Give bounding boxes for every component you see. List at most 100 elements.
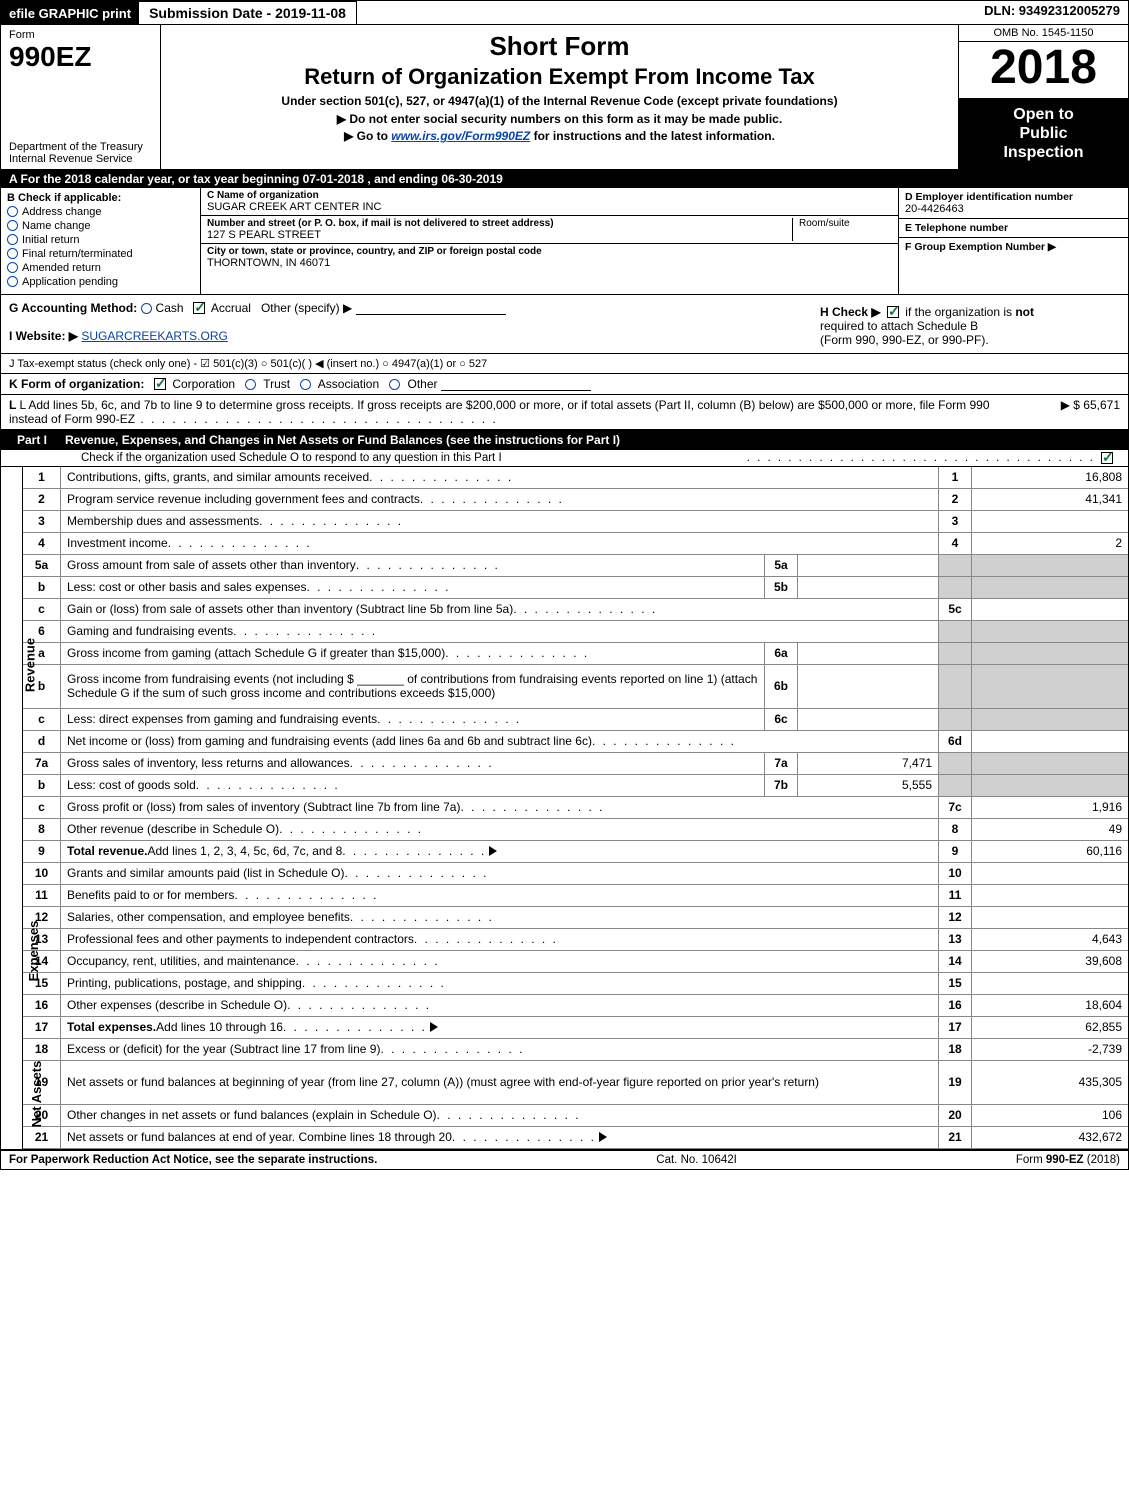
- cash-label: Cash: [156, 301, 184, 315]
- line-description: Salaries, other compensation, and employ…: [61, 907, 938, 928]
- goto-instructions: ▶ Go to www.irs.gov/Form990EZ for instru…: [171, 129, 948, 143]
- line-row-2: 2Program service revenue including gover…: [23, 489, 1128, 511]
- checkbox-schedule-o[interactable]: [1101, 452, 1113, 464]
- right-line-value: [972, 973, 1128, 994]
- right-line-number: 15: [938, 973, 972, 994]
- radio-trust[interactable]: [245, 379, 256, 390]
- right-line-value: [972, 577, 1128, 598]
- line-row-a: aGross income from gaming (attach Schedu…: [23, 643, 1128, 665]
- right-line-number: [938, 775, 972, 796]
- dots: [350, 910, 494, 924]
- line-number: 5a: [23, 555, 61, 576]
- line-description: Less: cost of goods sold: [61, 775, 764, 796]
- line-description: Gross amount from sale of assets other t…: [61, 555, 764, 576]
- dots: [460, 800, 604, 814]
- tax-year-begin: 07-01-2018: [303, 172, 364, 186]
- line-row-14: 14Occupancy, rent, utilities, and mainte…: [23, 951, 1128, 973]
- line-row-4: 4Investment income42: [23, 533, 1128, 555]
- right-line-value: [972, 753, 1128, 774]
- line-number: 8: [23, 819, 61, 840]
- line-row-13: 13Professional fees and other payments t…: [23, 929, 1128, 951]
- accounting-method-row: G Accounting Method: Cash Accrual Other …: [1, 295, 1128, 354]
- dots: [302, 976, 446, 990]
- line-description: Total expenses. Add lines 10 through 16: [61, 1017, 938, 1038]
- box-b-label: B Check if applicable:: [7, 192, 194, 204]
- other-org-line[interactable]: [441, 377, 591, 391]
- ein-box: D Employer identification number 20-4426…: [899, 188, 1128, 219]
- other-specify-line[interactable]: [356, 301, 506, 315]
- line-row-d: dNet income or (loss) from gaming and fu…: [23, 731, 1128, 753]
- irs-link[interactable]: www.irs.gov/Form990EZ: [391, 129, 530, 143]
- dots: [196, 778, 340, 792]
- right-line-value: [972, 709, 1128, 730]
- line-row-b: bLess: cost of goods sold7b5,555: [23, 775, 1128, 797]
- efile-print-label[interactable]: efile GRAPHIC print: [1, 1, 139, 25]
- line-number: 2: [23, 489, 61, 510]
- opt-final-return[interactable]: Final return/terminated: [7, 248, 194, 260]
- line-number: 3: [23, 511, 61, 532]
- dln-number: DLN: 93492312005279: [976, 1, 1128, 25]
- right-line-value: [972, 665, 1128, 708]
- radio-cash[interactable]: [141, 303, 152, 314]
- l-text: L L Add lines 5b, 6c, and 7b to line 9 t…: [9, 398, 1000, 426]
- opt-initial-return[interactable]: Initial return: [7, 234, 194, 246]
- line-description: Other revenue (describe in Schedule O): [61, 819, 938, 840]
- line-description: Net assets or fund balances at end of ye…: [61, 1127, 938, 1148]
- line-row-1: 1Contributions, gifts, grants, and simil…: [23, 467, 1128, 489]
- inspection-label: Inspection: [963, 143, 1124, 162]
- topbar-spacer: [357, 1, 976, 25]
- opt-application-pending[interactable]: Application pending: [7, 276, 194, 288]
- right-line-value: 4,643: [972, 929, 1128, 950]
- website-link[interactable]: SUGARCREEKARTS.ORG: [81, 329, 227, 343]
- corp-label: Corporation: [172, 377, 235, 391]
- expenses-section: Expenses 10Grants and similar amounts pa…: [1, 863, 1128, 1039]
- right-line-value: [972, 885, 1128, 906]
- ein-label: D Employer identification number: [905, 191, 1122, 203]
- dots: [168, 536, 312, 550]
- checkbox-corporation[interactable]: [154, 378, 166, 390]
- g-label: G Accounting Method:: [9, 301, 137, 315]
- right-line-value: -2,739: [972, 1039, 1128, 1060]
- right-line-number: 4: [938, 533, 972, 554]
- radio-icon: [7, 206, 18, 217]
- line-row-21: 21Net assets or fund balances at end of …: [23, 1127, 1128, 1149]
- dots: [287, 998, 431, 1012]
- revenue-lines: 1Contributions, gifts, grants, and simil…: [23, 467, 1128, 863]
- inner-line-value: [798, 555, 938, 576]
- line-number: d: [23, 731, 61, 752]
- line-description: Investment income: [61, 533, 938, 554]
- right-line-number: 20: [938, 1105, 972, 1126]
- opt-name-change[interactable]: Name change: [7, 220, 194, 232]
- right-line-number: 12: [938, 907, 972, 928]
- line-row-9: 9Total revenue. Add lines 1, 2, 3, 4, 5c…: [23, 841, 1128, 863]
- omb-number: OMB No. 1545-1150: [959, 25, 1128, 42]
- dots: [234, 888, 378, 902]
- inner-line-number: 6a: [764, 643, 798, 664]
- phone-label: E Telephone number: [905, 222, 1122, 234]
- line-description: Other changes in net assets or fund bala…: [61, 1105, 938, 1126]
- right-line-value: 2: [972, 533, 1128, 554]
- line-description: Gross income from gaming (attach Schedul…: [61, 643, 764, 664]
- opt-amended-return[interactable]: Amended return: [7, 262, 194, 274]
- room-suite: Room/suite: [792, 218, 892, 241]
- net-assets-section: Net Assets 18Excess or (deficit) for the…: [1, 1039, 1128, 1151]
- line-number: c: [23, 709, 61, 730]
- line-row-c: cGross profit or (loss) from sales of in…: [23, 797, 1128, 819]
- radio-association[interactable]: [300, 379, 311, 390]
- checkbox-accrual[interactable]: [193, 302, 205, 314]
- yearline-pre: A For the 2018 calendar year, or tax yea…: [9, 172, 303, 186]
- city-label: City or town, state or province, country…: [207, 246, 892, 257]
- right-line-number: 7c: [938, 797, 972, 818]
- city-row: City or town, state or province, country…: [201, 244, 898, 271]
- radio-other[interactable]: [389, 379, 400, 390]
- right-line-number: 18: [938, 1039, 972, 1060]
- form-label: Form: [9, 29, 152, 41]
- right-line-value: 39,608: [972, 951, 1128, 972]
- opt-address-change[interactable]: Address change: [7, 206, 194, 218]
- inner-line-number: 7a: [764, 753, 798, 774]
- right-line-number: [938, 709, 972, 730]
- checkbox-schedule-b[interactable]: [887, 306, 899, 318]
- line-description: Occupancy, rent, utilities, and maintena…: [61, 951, 938, 972]
- dots: [369, 470, 513, 484]
- dots: [350, 756, 494, 770]
